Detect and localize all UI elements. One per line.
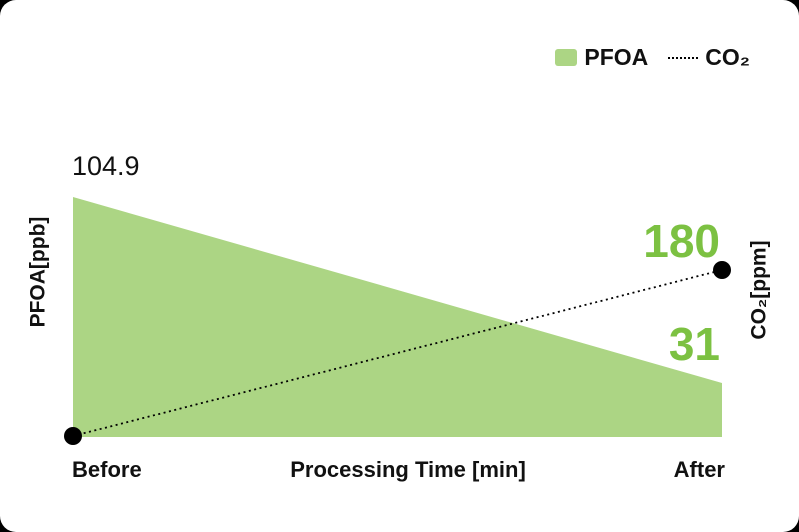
legend-label-pfoa: PFOA [584,44,649,70]
legend-item-co2: CO₂ [668,46,750,69]
pfoa-area-swatch-icon [555,49,578,66]
y-axis-label-left: PFOA[ppb] [26,216,50,328]
legend-item-pfoa: PFOA [555,46,648,69]
x-tick-before: Before [72,457,142,482]
co2-dotted-line-series [72,269,723,437]
x-tick-after: After [673,457,725,482]
x-axis-title: Processing Time [min] [290,457,526,482]
co2-marker-after [713,261,731,279]
legend-label-co2: CO₂ [705,44,750,70]
co2-after-value: 180 [643,215,720,267]
pfoa-after-value: 31 [668,318,720,370]
legend: PFOA CO₂ [555,46,750,69]
pfoa-before-value: 104.9 [72,151,140,181]
pfoa-area-series [73,197,722,437]
co2-dotted-line-swatch-icon [668,56,699,59]
co2-marker-before [64,427,82,445]
y-axis-label-right: CO₂[ppm] [747,240,771,340]
